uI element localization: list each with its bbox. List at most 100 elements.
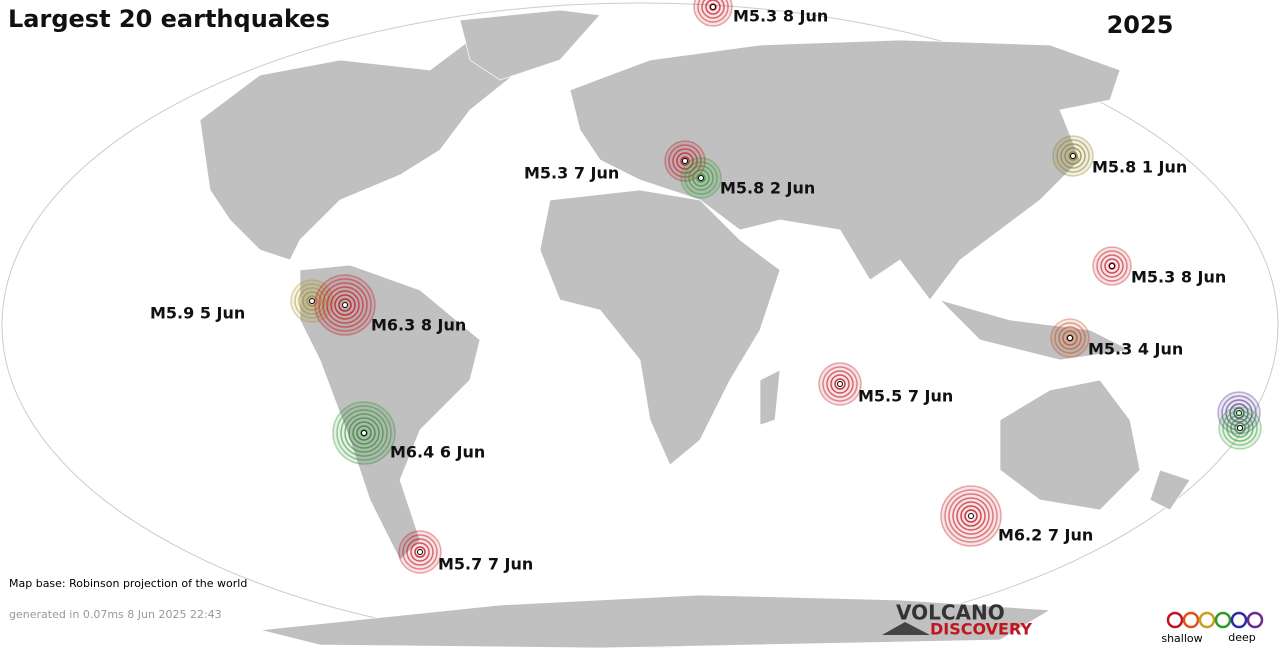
ring xyxy=(302,291,322,311)
earthquake-marker xyxy=(1218,406,1262,450)
ring xyxy=(684,161,718,195)
ring xyxy=(1054,322,1086,354)
earthquake-label: M5.3 7 Jun xyxy=(524,164,619,183)
ring xyxy=(410,542,430,562)
title: Largest 20 earthquakes xyxy=(8,5,330,33)
ring xyxy=(1096,250,1128,282)
ring xyxy=(1100,254,1124,278)
ring xyxy=(1222,410,1258,446)
earthquake-marker xyxy=(693,0,733,27)
earthquake-marker xyxy=(314,274,376,336)
earthquake-label: M5.5 7 Jun xyxy=(858,387,953,406)
ring xyxy=(830,374,850,394)
center xyxy=(968,513,974,519)
ring xyxy=(676,152,694,170)
earthquake-label: M5.7 7 Jun xyxy=(438,555,533,574)
center xyxy=(361,430,367,436)
center xyxy=(1067,335,1073,341)
earthquake-marker xyxy=(1050,318,1090,358)
ring xyxy=(294,283,330,319)
ring xyxy=(960,505,982,527)
center xyxy=(417,549,423,555)
ring xyxy=(322,282,368,328)
ring xyxy=(680,156,690,166)
generated-note: generated in 0.07ms 8 Jun 2025 22:43 xyxy=(9,608,222,621)
land xyxy=(199,9,1191,649)
center xyxy=(698,175,704,181)
ring xyxy=(326,286,364,324)
earthquake-marker xyxy=(664,140,706,182)
earthquake-label: M5.8 2 Jun xyxy=(720,179,815,198)
ring xyxy=(1230,418,1250,438)
earthquake-label: M5.3 8 Jun xyxy=(733,7,828,26)
ring xyxy=(692,169,710,187)
legend-shallow: shallow xyxy=(1161,632,1202,645)
center xyxy=(309,298,315,304)
ring xyxy=(826,370,854,398)
ring xyxy=(705,0,721,15)
ring xyxy=(964,509,978,523)
ring xyxy=(340,409,388,457)
ring xyxy=(688,165,714,191)
center xyxy=(1070,153,1076,159)
ring xyxy=(336,405,392,461)
ring xyxy=(1226,414,1254,442)
ring xyxy=(1068,151,1078,161)
year: 2025 xyxy=(1107,11,1174,39)
earthquake-marker xyxy=(1052,135,1094,177)
ring xyxy=(668,144,702,178)
earthquake-marker xyxy=(680,157,722,199)
ring xyxy=(956,501,986,531)
logo-icon xyxy=(882,622,930,635)
center xyxy=(1237,425,1243,431)
ring xyxy=(1058,326,1082,350)
earthquake-label: M5.3 4 Jun xyxy=(1088,340,1183,359)
ring xyxy=(406,538,434,566)
legend-deep: deep xyxy=(1228,631,1256,644)
ring xyxy=(334,294,356,316)
ring xyxy=(948,493,994,539)
ring xyxy=(1233,407,1245,419)
ring xyxy=(338,298,352,312)
ring xyxy=(834,378,846,390)
earthquake-marker xyxy=(940,485,1002,547)
earthquake-marker xyxy=(290,279,334,323)
earthquakes: M5.3 8 Jun M5.8 1 Jun M5.3 7 Jun M5.8 2 Jun… xyxy=(150,0,1262,574)
ring xyxy=(352,421,376,445)
ring xyxy=(414,546,426,558)
ring xyxy=(330,290,360,320)
ring xyxy=(344,413,384,453)
ring xyxy=(672,148,698,174)
ring xyxy=(697,0,729,23)
earthquake-label: M6.3 8 Jun xyxy=(371,316,466,335)
center xyxy=(837,381,843,387)
depth-legend-icons xyxy=(1166,611,1264,629)
ring xyxy=(298,287,326,315)
map-base-note: Map base: Robinson projection of the wor… xyxy=(9,577,247,590)
earthquake-label: M5.3 8 Jun xyxy=(1131,268,1226,287)
ring xyxy=(348,417,380,449)
ring xyxy=(1056,139,1090,173)
earthquake-marker xyxy=(818,362,862,406)
center xyxy=(710,4,716,10)
center xyxy=(682,158,688,164)
ring xyxy=(693,0,733,27)
ring xyxy=(1062,330,1078,346)
center xyxy=(342,302,348,308)
ring xyxy=(696,173,706,183)
earthquake-label: M6.4 6 Jun xyxy=(390,443,485,462)
ring xyxy=(356,425,372,441)
logo-line2: DISCOVERY xyxy=(930,620,1032,639)
ring xyxy=(1060,143,1086,169)
ring xyxy=(944,489,998,543)
center xyxy=(1109,263,1115,269)
ring xyxy=(1064,147,1082,165)
earthquake-label: M5.8 1 Jun xyxy=(1092,158,1187,177)
ring xyxy=(1229,403,1249,423)
logo-line1: VOLCANO xyxy=(896,601,1005,625)
ring xyxy=(306,295,318,307)
ring xyxy=(318,278,372,332)
earthquake-label: M5.9 5 Jun xyxy=(150,304,245,323)
